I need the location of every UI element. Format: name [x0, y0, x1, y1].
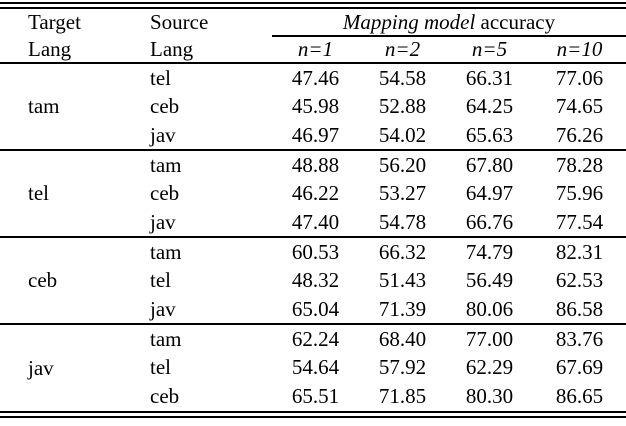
table-row: tel 48.32 51.43 56.49 62.53: [0, 266, 626, 295]
table-row: tel 54.64 57.92 62.29 67.69: [0, 353, 626, 382]
table-row: tel tam 48.88 56.20 67.80 78.28: [0, 149, 626, 237]
accuracy-cell: 67.80: [446, 149, 533, 179]
accuracy-cell: 71.39: [378, 296, 427, 321]
accuracy-cell: 64.25: [465, 94, 514, 118]
accuracy-cell: 62.24: [272, 323, 359, 353]
accuracy-cell: 77.54: [555, 209, 604, 234]
accuracy-cell: 77.06: [533, 62, 626, 92]
accuracy-title-italic: Mapping model: [342, 9, 476, 34]
header-row-2: Lang Lang n=1 n=2 n=5 n=10: [0, 36, 626, 64]
source-lang-header-line2: Lang: [122, 36, 272, 64]
accuracy-cell: 54.58: [359, 62, 446, 92]
table-group-tam: tam tel 47.46 54.58 66.31 77.06 ceb 45.98 52.88 6…: [0, 62, 626, 150]
source-lang-cell: tel: [150, 355, 171, 379]
accuracy-cell: 56.49: [465, 268, 514, 292]
target-lang-cell: jav: [0, 323, 122, 411]
accuracy-cell: 54.02: [378, 122, 427, 147]
accuracy-cell: 68.40: [359, 323, 446, 353]
accuracy-cell: 74.65: [555, 94, 604, 118]
n5-column-header: n=5: [446, 36, 533, 64]
table-row: ceb 65.51 71.85 80.30 86.65: [0, 382, 626, 411]
source-lang-cell: ceb: [150, 384, 180, 408]
source-lang-cell: ceb: [150, 181, 180, 205]
accuracy-cell: 83.76: [533, 323, 626, 353]
source-lang-cell: jav: [150, 296, 176, 321]
accuracy-cell: 78.28: [533, 149, 626, 179]
accuracy-cell: 66.31: [446, 62, 533, 92]
accuracy-cell: 47.46: [272, 62, 359, 92]
accuracy-cell: 82.31: [533, 236, 626, 266]
n10-column-header: n=10: [533, 36, 626, 64]
header-row-1: Target Source Mapping model accuracy: [0, 9, 626, 37]
table-row: tam tel 47.46 54.58 66.31 77.06: [0, 62, 626, 150]
table-row: ceb tam 60.53 66.32 74.79 82.31: [0, 236, 626, 324]
accuracy-cell: 48.32: [291, 268, 340, 292]
accuracy-cell: 76.26: [555, 122, 604, 147]
source-lang-cell: jav: [150, 209, 176, 234]
accuracy-cell: 54.64: [291, 355, 340, 379]
accuracy-cell: 65.51: [291, 384, 340, 408]
table-row: jav 46.97 54.02 65.63 76.26: [0, 121, 626, 150]
accuracy-cell: 56.20: [359, 149, 446, 179]
accuracy-cell: 67.69: [555, 355, 604, 379]
source-lang-cell: tam: [122, 323, 272, 353]
table-row: jav 47.40 54.78 66.76 77.54: [0, 208, 626, 237]
table-group-ceb: ceb tam 60.53 66.32 74.79 82.31 tel 48.32 51.43 5…: [0, 236, 626, 324]
accuracy-cell: 80.06: [465, 296, 514, 321]
table-header: Target Source Mapping model accuracy Lan…: [0, 9, 626, 64]
accuracy-cell: 60.53: [272, 236, 359, 266]
accuracy-title-rest: accuracy: [475, 9, 556, 34]
accuracy-cell: 71.85: [378, 384, 427, 408]
top-double-rule: [0, 2, 626, 9]
accuracy-cell: 66.32: [359, 236, 446, 266]
table-group-tel: tel tam 48.88 56.20 67.80 78.28 ceb 46.22 53.27 6…: [0, 149, 626, 237]
accuracy-cell: 74.79: [446, 236, 533, 266]
accuracy-cell: 86.65: [555, 384, 604, 408]
accuracy-cell: 45.98: [291, 94, 340, 118]
accuracy-cell: 46.22: [291, 181, 340, 205]
accuracy-cell: 53.27: [378, 181, 427, 205]
source-lang-header-line1: Source: [150, 10, 209, 34]
accuracy-cell: 51.43: [378, 268, 427, 292]
accuracy-span-header: Mapping model accuracy: [272, 9, 626, 37]
target-lang-cell: tel: [0, 149, 122, 237]
accuracy-cell: 65.04: [291, 296, 340, 321]
accuracy-cell: 62.29: [465, 355, 514, 379]
n2-column-header: n=2: [359, 36, 446, 64]
accuracy-cell: 47.40: [291, 209, 340, 234]
source-lang-cell: tam: [122, 149, 272, 179]
accuracy-cell: 52.88: [378, 94, 427, 118]
source-lang-cell: jav: [150, 122, 176, 147]
source-lang-cell: tel: [122, 62, 272, 92]
accuracy-cell: 62.53: [555, 268, 604, 292]
table-row: jav 65.04 71.39 80.06 86.58: [0, 295, 626, 324]
target-lang-cell: tam: [0, 62, 122, 150]
table-row: ceb 46.22 53.27 64.97 75.96: [0, 179, 626, 208]
accuracy-cell: 65.63: [465, 122, 514, 147]
source-lang-cell: tam: [122, 236, 272, 266]
accuracy-cell: 57.92: [378, 355, 427, 379]
accuracy-cell: 64.97: [465, 181, 514, 205]
table-row: ceb 45.98 52.88 64.25 74.65: [0, 92, 626, 121]
accuracy-cell: 48.88: [272, 149, 359, 179]
accuracy-cell: 66.76: [465, 209, 514, 234]
accuracy-cell: 80.30: [465, 384, 514, 408]
target-lang-header-line2: Lang: [0, 36, 122, 64]
accuracy-cell: 54.78: [378, 209, 427, 234]
accuracy-cell: 86.58: [555, 296, 604, 321]
accuracy-cell: 77.00: [446, 323, 533, 353]
table-row: jav tam 62.24 68.40 77.00 83.76: [0, 323, 626, 411]
source-lang-cell: tel: [150, 268, 171, 292]
table-group-jav: jav tam 62.24 68.40 77.00 83.76 tel 54.64 57.92 6…: [0, 323, 626, 411]
accuracy-cell: 46.97: [291, 122, 340, 147]
source-lang-cell: ceb: [150, 94, 180, 118]
target-lang-header-line1: Target: [28, 10, 81, 34]
accuracy-table: Target Source Mapping model accuracy Lan…: [0, 9, 626, 411]
n1-column-header: n=1: [272, 36, 359, 64]
accuracy-cell: 75.96: [555, 181, 604, 205]
bottom-double-rule: [0, 411, 626, 418]
target-lang-cell: ceb: [0, 236, 122, 324]
